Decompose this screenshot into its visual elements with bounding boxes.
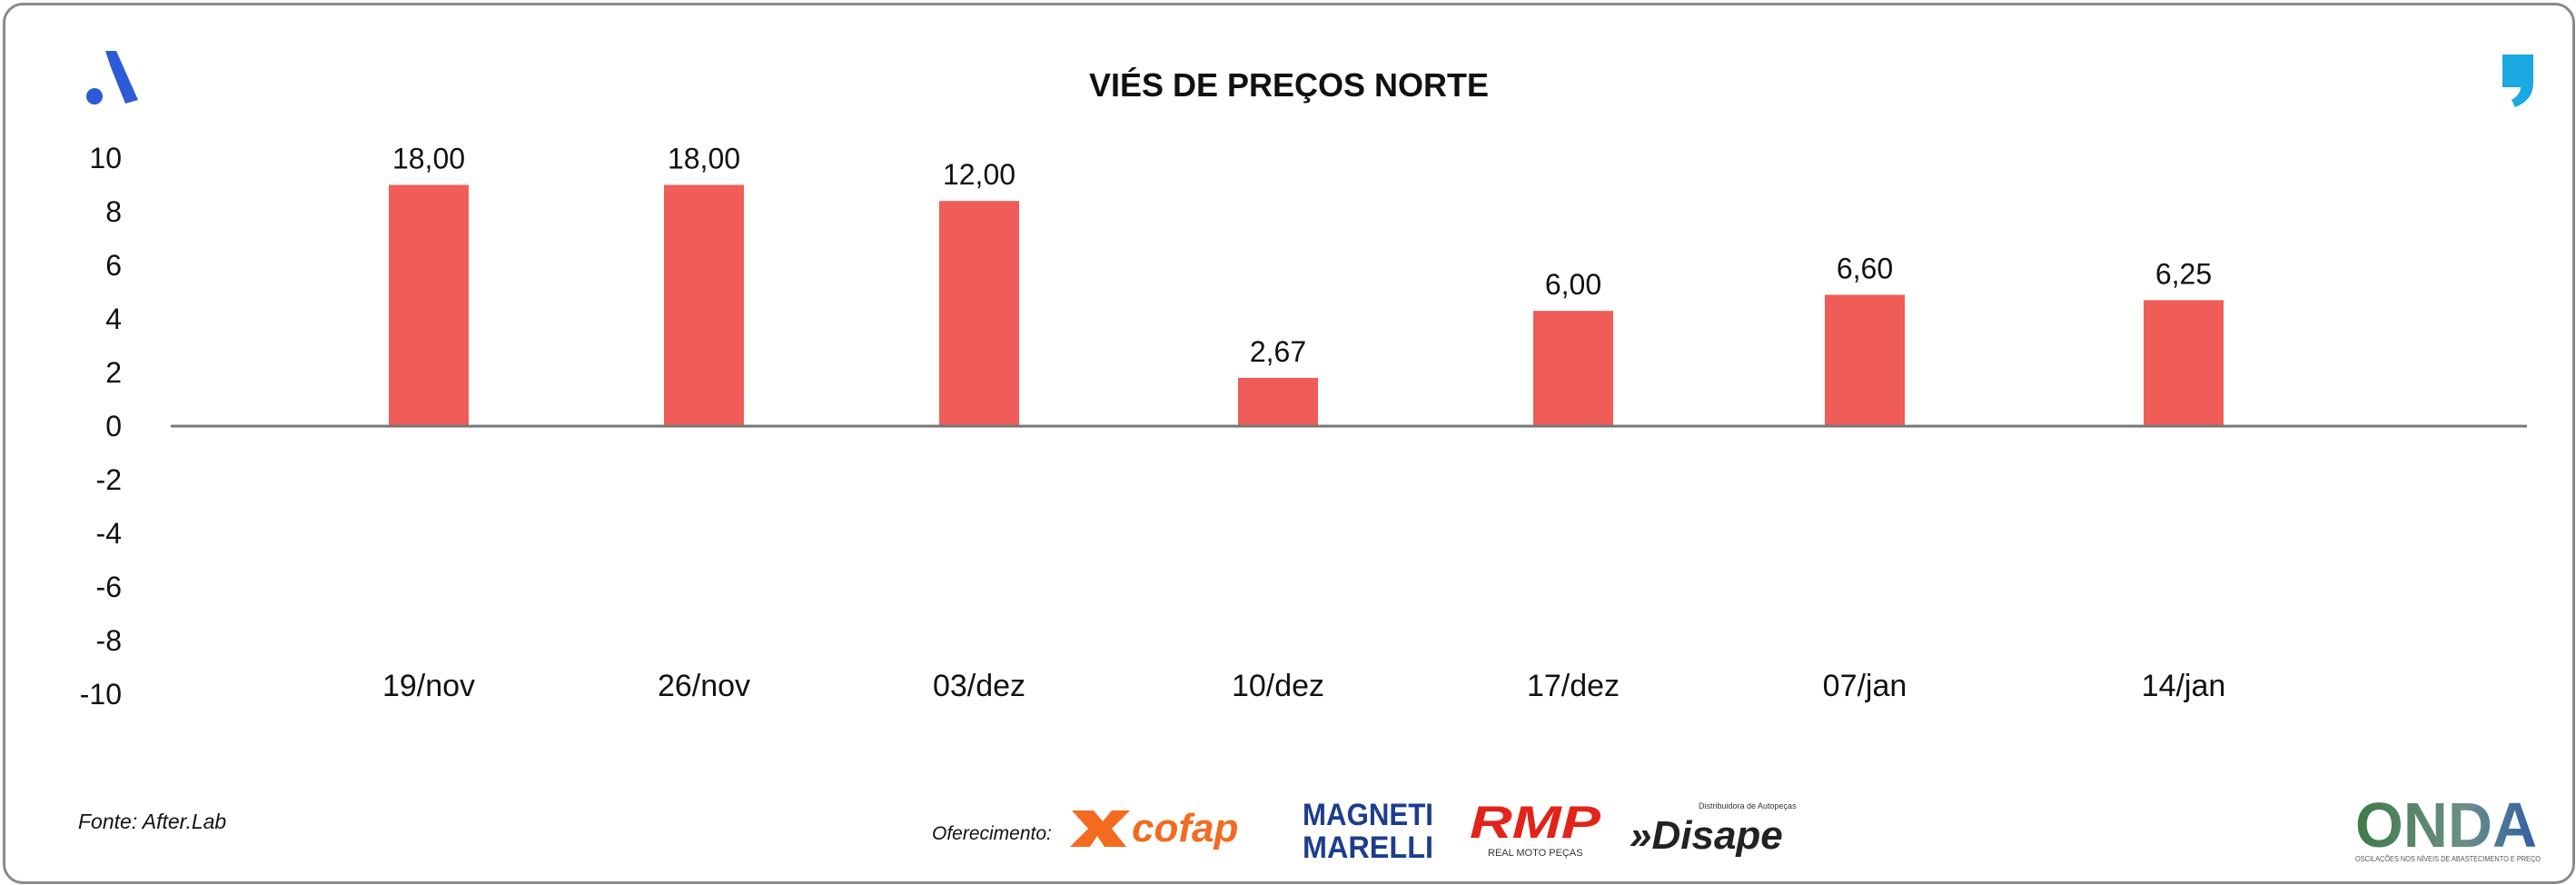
bar-data-label: 12,00	[943, 158, 1016, 191]
y-tick-label: -6	[96, 571, 122, 603]
y-tick-label: 10	[89, 142, 122, 174]
magneti-marelli-logo: MAGNETI MARELLI	[1303, 798, 1433, 863]
y-tick-label: -8	[96, 624, 122, 657]
chart-card: VIÉS DE PREÇOS NORTE 10 8 6 4 2 0 -2 -4 -6 -8 -10 18…	[3, 3, 2575, 884]
x-tick-label: 03/dez	[933, 669, 1025, 703]
rmp-wordmark: RMP	[1470, 798, 1601, 848]
bar	[1533, 311, 1613, 426]
x-tick-label: 26/nov	[658, 669, 750, 703]
brand-a-icon	[86, 51, 138, 104]
bar-data-label: 6,25	[2155, 257, 2212, 290]
bar-data-label: 6,00	[1545, 268, 1601, 301]
cofap-wordmark: cofap	[1132, 806, 1238, 850]
x-tick-label: 07/jan	[1823, 669, 1907, 703]
rmp-tagline: REAL MOTO PEÇAS	[1488, 848, 1583, 859]
sponsor-label: Oferecimento:	[932, 823, 1052, 844]
y-tick-label: 8	[105, 195, 122, 228]
bar	[664, 184, 744, 426]
bar-data-label: 2,67	[1250, 335, 1306, 368]
magneti-wordmark-top: MAGNETI	[1303, 798, 1433, 832]
bar	[1238, 377, 1318, 426]
x-tick-label: 19/nov	[382, 669, 475, 703]
x-tick-label: 17/dez	[1527, 669, 1620, 703]
y-tick-label: -10	[80, 678, 122, 711]
disape-logo: Distribuidora de Autopeças »Disape	[1630, 801, 1797, 858]
bar-data-label: 18,00	[392, 143, 465, 175]
y-tick-label: 0	[105, 410, 122, 442]
bar-data-label: 18,00	[668, 143, 740, 175]
onda-wordmark: ONDA	[2355, 792, 2537, 860]
x-tick-label: 14/jan	[2142, 669, 2226, 703]
rmp-logo: RMP REAL MOTO PEÇAS	[1470, 798, 1601, 859]
bar-data-label: 6,60	[1837, 252, 1893, 284]
bar-chart: VIÉS DE PREÇOS NORTE 10 8 6 4 2 0 -2 -4 -6 -8 -10 18…	[80, 66, 2527, 711]
x-tick-label: 10/dez	[1232, 669, 1324, 703]
y-tick-label: -4	[96, 517, 122, 550]
y-tick-label: -2	[96, 463, 122, 496]
bar	[2144, 300, 2224, 426]
onda-tagline: OSCILAÇÕES NOS NÍVEIS DE ABASTECIMENTO E…	[2355, 855, 2541, 863]
disape-wordmark: »Disape	[1630, 813, 1783, 858]
bar	[1825, 294, 1905, 426]
magneti-wordmark-bottom: MARELLI	[1303, 830, 1433, 863]
source-note: Fonte: After.Lab	[78, 810, 227, 833]
bar	[389, 184, 469, 426]
disape-tagline: Distribuidora de Autopeças	[1699, 801, 1797, 810]
onda-logo: ONDA OSCILAÇÕES NOS NÍVEIS DE ABASTECIME…	[2355, 792, 2541, 863]
cofap-logo: cofap	[1070, 806, 1238, 850]
chart-title: VIÉS DE PREÇOS NORTE	[1089, 66, 1489, 104]
y-tick-label: 4	[105, 303, 122, 335]
quote-mark-icon	[2502, 55, 2533, 107]
bar	[939, 201, 1019, 426]
y-tick-label: 6	[105, 249, 122, 282]
y-tick-label: 2	[105, 356, 122, 389]
